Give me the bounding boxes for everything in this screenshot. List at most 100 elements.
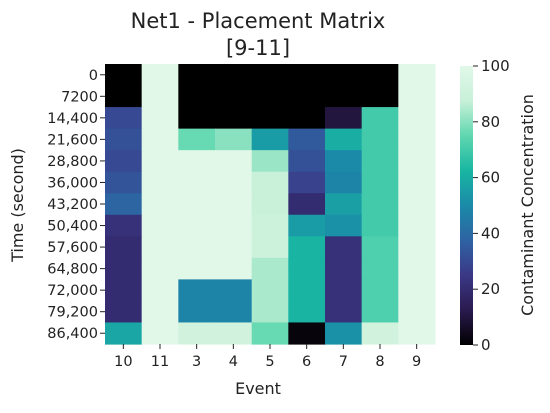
heatmap-cell	[141, 279, 179, 302]
y-tick-label: 14,400	[47, 111, 98, 127]
heatmap-cell	[398, 214, 436, 237]
heatmap-cell	[361, 107, 399, 130]
heatmap-cell	[141, 257, 179, 280]
y-tick-label: 21,600	[47, 132, 98, 148]
heatmap-cell	[251, 322, 289, 345]
heatmap-cell	[325, 236, 363, 259]
heatmap-cell	[141, 128, 179, 151]
x-axis-label: Event	[235, 379, 281, 398]
heatmap-cell	[361, 279, 399, 302]
heatmap-cell	[325, 300, 363, 324]
heatmap-cell	[251, 257, 289, 280]
heatmap-cell	[215, 300, 253, 324]
x-tick-label: 11	[151, 354, 169, 370]
y-tick-label: 57,600	[47, 240, 98, 256]
x-axis-ticks: 10 11 3 4 5 6 7 8 9	[114, 344, 421, 370]
heatmap-cell	[105, 64, 143, 87]
y-tick-label: 43,200	[47, 197, 98, 213]
y-tick-label: 28,800	[47, 154, 98, 170]
heatmap-cell	[105, 279, 143, 302]
heatmap-cell	[288, 107, 326, 130]
chart-subtitle: [9-11]	[226, 36, 290, 60]
x-tick-label: 5	[265, 354, 274, 370]
heatmap-cell	[251, 193, 289, 216]
heatmap-cell	[288, 150, 326, 173]
heatmap-cell	[141, 107, 179, 130]
heatmap-cell	[325, 64, 363, 87]
y-tick-label: 50,400	[47, 219, 98, 235]
y-tick-label: 79,200	[47, 305, 98, 321]
y-axis-label: Time (second)	[8, 148, 27, 263]
heatmap-cell	[288, 85, 326, 108]
heatmap-cell	[178, 171, 216, 194]
heatmap-cell	[361, 128, 399, 151]
heatmap-cell	[398, 64, 436, 87]
heatmap-cell	[178, 85, 216, 108]
heatmap-cell	[398, 150, 436, 173]
heatmap-cell	[361, 85, 399, 108]
colorbar-tick-label: 80	[481, 113, 500, 131]
y-tick-label: 7200	[61, 89, 98, 105]
heatmap-cell	[325, 150, 363, 173]
heatmap-cell	[141, 193, 179, 216]
heatmap-cell	[141, 214, 179, 237]
heatmap-cell	[215, 322, 253, 345]
heatmap-cell	[398, 107, 436, 130]
heatmap-cell	[251, 107, 289, 130]
heatmap-cell	[398, 193, 436, 216]
heatmap-cell	[178, 279, 216, 302]
heatmap-cell	[361, 322, 399, 345]
y-tick-label: 64,800	[47, 262, 98, 278]
heatmap-cell	[141, 300, 179, 324]
heatmap-cell	[105, 193, 143, 216]
heatmap-cell	[141, 150, 179, 173]
y-tick-label: 36,000	[47, 175, 98, 191]
heatmap-cell	[251, 300, 289, 324]
heatmap-cell	[361, 193, 399, 216]
heatmap-cell	[325, 193, 363, 216]
heatmap-cell	[215, 193, 253, 216]
heatmap-cell	[178, 214, 216, 237]
heatmap-cell	[288, 128, 326, 151]
heatmap-cell	[325, 85, 363, 108]
heatmap-cell	[361, 150, 399, 173]
heatmap-cell	[215, 257, 253, 280]
heatmap-cell	[215, 171, 253, 194]
colorbar	[460, 66, 473, 345]
heatmap-cell	[215, 128, 253, 151]
heatmap-cell	[251, 236, 289, 259]
heatmap-cell	[251, 171, 289, 194]
heatmap-cell	[398, 128, 436, 151]
heatmap-cell	[398, 322, 436, 345]
heatmap-cell	[398, 171, 436, 194]
heatmap-cell	[288, 279, 326, 302]
heatmap-cell	[251, 128, 289, 151]
colorbar-ticks: 0 20 40 60 80 100	[473, 57, 510, 354]
heatmap-cell	[361, 64, 399, 87]
heatmap-cell	[141, 236, 179, 259]
heatmap-cell	[251, 279, 289, 302]
x-tick-label: 4	[229, 354, 238, 370]
heatmap-cell	[215, 85, 253, 108]
heatmap-cell	[178, 107, 216, 130]
x-tick-label: 9	[412, 354, 421, 370]
heatmap-cell	[288, 322, 326, 345]
heatmap-cell	[141, 64, 179, 87]
colorbar-tick-label: 20	[481, 280, 500, 298]
heatmap-cell	[141, 171, 179, 194]
heatmap-cell	[178, 322, 216, 345]
y-tick-label: 0	[89, 68, 98, 84]
heatmap-cell	[398, 257, 436, 280]
heatmap-cell	[215, 64, 253, 87]
heatmap-cell	[215, 214, 253, 237]
colorbar-tick-label: 0	[481, 336, 491, 354]
heatmap-cell	[105, 107, 143, 130]
heatmap-cell	[251, 214, 289, 237]
colorbar-label: Contaminant Concentration	[518, 94, 537, 316]
heatmap-cell	[325, 128, 363, 151]
heatmap-cell	[325, 107, 363, 130]
heatmap-cell	[288, 171, 326, 194]
x-tick-label: 6	[302, 354, 311, 370]
